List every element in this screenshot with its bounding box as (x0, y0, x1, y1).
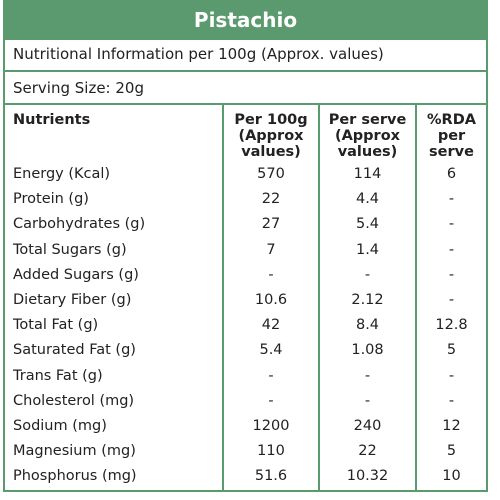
nutrient-value: 8.4 (355, 317, 380, 334)
nutrient-value: 6 (446, 166, 457, 182)
nutrient-name: Carbohydrates (g) (13, 216, 146, 233)
nutrient-name: Total Fat (g) (13, 317, 99, 334)
nutrient-value: - (448, 191, 455, 208)
nutrient-name: Cholesterol (mg) (13, 392, 135, 409)
column-header: Per serve (Approx values) (328, 112, 407, 160)
nutrient-name: Protein (g) (13, 191, 89, 208)
nutrient-value: - (364, 392, 371, 409)
nutrient-value: 7 (266, 241, 276, 258)
nutrient-value: 110 (257, 443, 285, 460)
nutrient-value: - (448, 241, 455, 258)
nutrient-value: - (448, 266, 455, 283)
nutrient-value: 5 (446, 342, 457, 359)
column-divider (222, 104, 224, 490)
nutrient-name: Energy (Kcal) (13, 166, 111, 182)
nutrient-name: Total Sugars (g) (13, 241, 127, 258)
nutrient-value: 1.08 (351, 342, 384, 359)
nutrient-name: Phosphorus (mg) (13, 468, 137, 485)
nutrient-name: Magnesium (mg) (13, 443, 136, 460)
nutrient-value: 22 (261, 191, 281, 208)
nutrient-value: 51.6 (254, 468, 288, 485)
nutrient-value: 42 (261, 317, 281, 334)
serving-line: Serving Size: 20g (5, 72, 486, 105)
nutrient-name: Saturated Fat (g) (13, 342, 136, 359)
nutrient-value: 1.4 (355, 241, 380, 258)
column-header: Nutrients (13, 112, 91, 128)
nutrient-value: 5 (446, 443, 457, 460)
nutrient-value: 114 (353, 166, 382, 182)
nutrient-value: 22 (358, 443, 377, 460)
nutrient-value: 4.4 (355, 191, 380, 208)
nutrient-value: 240 (353, 418, 382, 434)
info-line: Nutritional Information per 100g (Approx… (5, 40, 486, 72)
nutrition-card: Pistachio Nutritional Information per 10… (3, 0, 488, 492)
nutrient-name: Added Sugars (g) (13, 266, 139, 283)
nutrient-value: - (364, 367, 371, 384)
nutrient-value: 2.12 (351, 292, 384, 308)
column-header: Per 100g (Approx values) (234, 112, 308, 160)
nutrient-value: 10.32 (346, 468, 389, 485)
nutrient-value: - (268, 367, 274, 384)
nutrient-value: - (268, 266, 274, 283)
nutrient-value: 5.4 (259, 342, 283, 359)
nutrient-value: - (364, 266, 371, 283)
nutrient-name: Trans Fat (g) (13, 367, 103, 384)
nutrient-value: 12.8 (435, 317, 468, 334)
column-header: %RDA per serve (427, 112, 476, 160)
nutrient-value: - (448, 392, 455, 409)
nutrient-value: 10 (442, 468, 461, 485)
nutrient-name: Sodium (mg) (13, 418, 107, 434)
column-divider (415, 104, 417, 490)
column-divider (318, 104, 320, 490)
nutrient-value: 5.4 (355, 216, 380, 233)
nutrient-value: 570 (257, 166, 285, 182)
nutrient-value: - (448, 367, 455, 384)
nutrient-value: - (448, 216, 455, 233)
nutrient-value: - (448, 292, 455, 308)
nutrient-value: 12 (442, 418, 461, 434)
nutrient-value: 10.6 (254, 292, 288, 308)
nutrient-name: Dietary Fiber (g) (13, 292, 132, 308)
title: Pistachio (5, 0, 486, 40)
nutrient-value: 1200 (252, 418, 290, 434)
nutrient-value: 27 (261, 216, 281, 233)
nutrient-value: - (268, 392, 274, 409)
